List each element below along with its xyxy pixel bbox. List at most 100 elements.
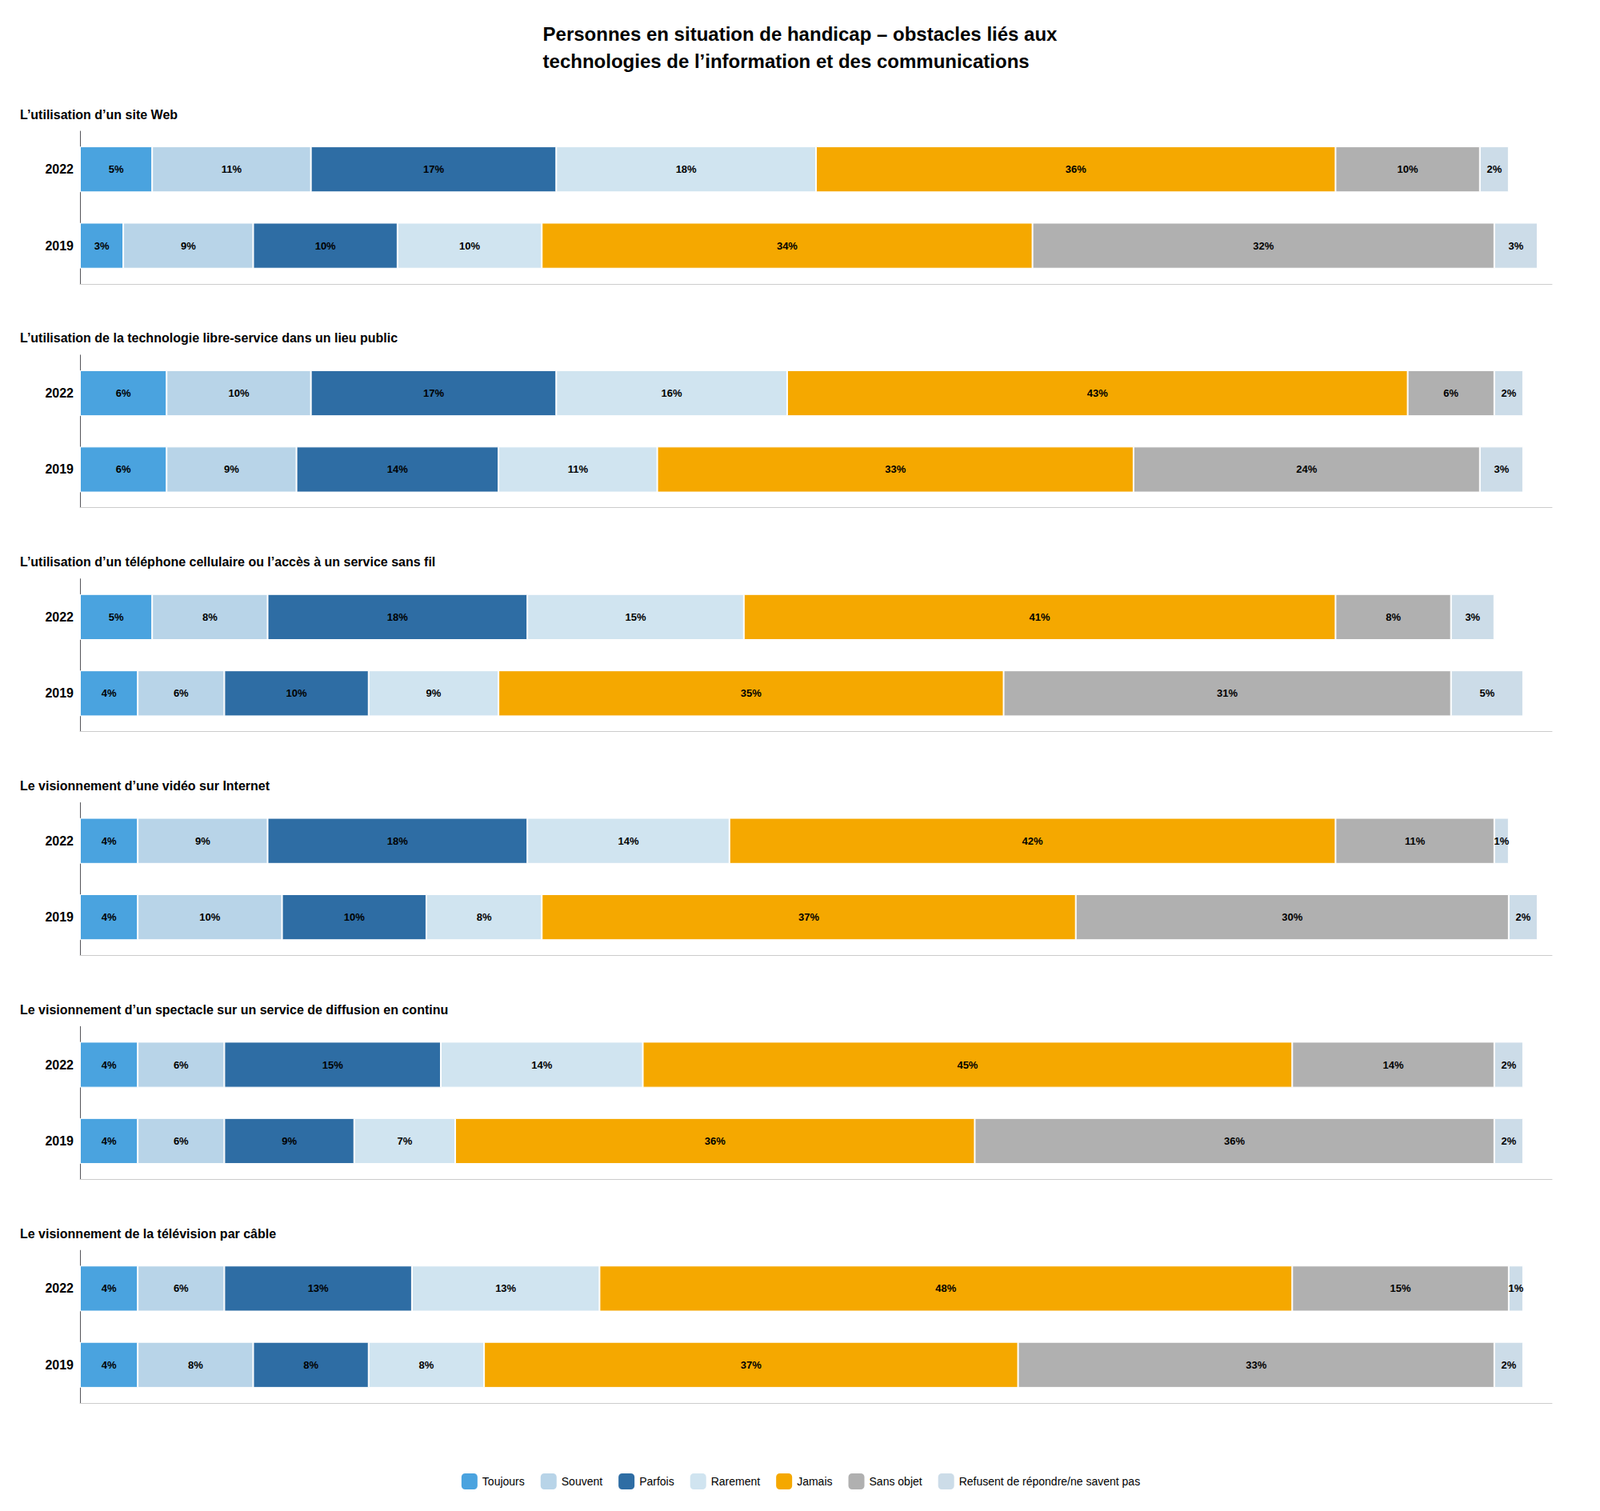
svg-text:33%: 33% — [884, 463, 906, 476]
svg-text:4%: 4% — [101, 1059, 117, 1072]
svg-text:2022: 2022 — [44, 834, 74, 848]
svg-text:3%: 3% — [1464, 611, 1480, 624]
svg-text:6%: 6% — [173, 687, 189, 700]
svg-text:10%: 10% — [315, 240, 336, 252]
svg-text:10%: 10% — [1397, 163, 1419, 176]
svg-text:14%: 14% — [1383, 1059, 1404, 1072]
svg-text:4%: 4% — [101, 687, 117, 700]
svg-text:36%: 36% — [704, 1135, 726, 1148]
svg-text:8%: 8% — [303, 1359, 319, 1372]
svg-text:8%: 8% — [419, 1359, 435, 1372]
svg-text:18%: 18% — [387, 835, 408, 848]
svg-text:4%: 4% — [101, 1135, 117, 1148]
svg-text:L’utilisation d’un téléphone c: L’utilisation d’un téléphone cellulaire … — [20, 555, 436, 569]
svg-text:11%: 11% — [1404, 835, 1426, 848]
svg-text:6%: 6% — [173, 1135, 189, 1148]
svg-text:2019: 2019 — [44, 1358, 74, 1372]
svg-text:8%: 8% — [476, 911, 492, 924]
svg-text:13%: 13% — [308, 1282, 329, 1295]
svg-text:30%: 30% — [1281, 911, 1303, 924]
svg-text:2019: 2019 — [44, 1134, 74, 1148]
svg-text:45%: 45% — [956, 1059, 978, 1072]
svg-text:37%: 37% — [798, 911, 820, 924]
svg-text:9%: 9% — [180, 240, 196, 252]
svg-text:Le visionnement d’une vidéo su: Le visionnement d’une vidéo sur Internet — [20, 779, 271, 793]
svg-text:2019: 2019 — [44, 686, 74, 700]
svg-text:Toujours: Toujours — [482, 1475, 525, 1488]
svg-text:14%: 14% — [531, 1059, 552, 1072]
svg-text:Le visionnement d’un spectacle: Le visionnement d’un spectacle sur un se… — [20, 1003, 448, 1017]
svg-text:6%: 6% — [116, 387, 132, 400]
svg-text:3%: 3% — [1508, 240, 1524, 252]
svg-text:10%: 10% — [199, 911, 220, 924]
svg-text:2019: 2019 — [44, 239, 74, 253]
svg-text:Refusent de répondre/ne savent: Refusent de répondre/ne savent pas — [959, 1475, 1141, 1488]
svg-text:15%: 15% — [322, 1059, 344, 1072]
svg-text:10%: 10% — [228, 387, 249, 400]
svg-text:4%: 4% — [101, 1282, 117, 1295]
svg-text:2%: 2% — [1486, 163, 1502, 176]
svg-text:15%: 15% — [1390, 1282, 1412, 1295]
svg-text:1%: 1% — [1508, 1282, 1524, 1295]
svg-text:32%: 32% — [1252, 240, 1274, 252]
svg-text:3%: 3% — [94, 240, 110, 252]
svg-text:5%: 5% — [1479, 687, 1495, 700]
svg-text:3%: 3% — [1493, 463, 1509, 476]
svg-text:35%: 35% — [740, 687, 762, 700]
svg-text:2022: 2022 — [44, 162, 74, 176]
svg-text:4%: 4% — [101, 1359, 117, 1372]
svg-text:4%: 4% — [101, 911, 117, 924]
svg-text:7%: 7% — [396, 1135, 412, 1148]
svg-text:15%: 15% — [624, 611, 646, 624]
svg-text:4%: 4% — [101, 835, 117, 848]
svg-text:2%: 2% — [1500, 1359, 1516, 1372]
svg-text:31%: 31% — [1216, 687, 1238, 700]
svg-text:9%: 9% — [281, 1135, 297, 1148]
svg-text:36%: 36% — [1224, 1135, 1245, 1148]
svg-text:41%: 41% — [1029, 611, 1051, 624]
svg-text:6%: 6% — [173, 1282, 189, 1295]
svg-text:8%: 8% — [202, 611, 218, 624]
svg-text:Rarement: Rarement — [711, 1475, 761, 1488]
svg-text:Personnes en situation de hand: Personnes en situation de handicap – obs… — [543, 23, 1059, 45]
svg-text:33%: 33% — [1245, 1359, 1267, 1372]
svg-text:5%: 5% — [108, 611, 124, 624]
svg-text:Parfois: Parfois — [639, 1475, 675, 1488]
svg-text:2%: 2% — [1500, 387, 1516, 400]
svg-text:Jamais: Jamais — [796, 1475, 832, 1488]
svg-text:17%: 17% — [423, 163, 444, 176]
svg-text:9%: 9% — [224, 463, 240, 476]
svg-text:10%: 10% — [344, 911, 365, 924]
svg-text:48%: 48% — [935, 1282, 956, 1295]
svg-text:17%: 17% — [423, 387, 444, 400]
svg-text:11%: 11% — [568, 463, 589, 476]
svg-text:2019: 2019 — [44, 462, 74, 476]
svg-text:14%: 14% — [387, 463, 408, 476]
svg-text:37%: 37% — [740, 1359, 762, 1372]
svg-text:18%: 18% — [387, 611, 408, 624]
svg-text:43%: 43% — [1087, 387, 1108, 400]
svg-text:11%: 11% — [221, 163, 243, 176]
svg-text:2022: 2022 — [44, 1281, 74, 1296]
svg-text:L’utilisation de la technologi: L’utilisation de la technologie libre-se… — [20, 331, 398, 345]
svg-text:2019: 2019 — [44, 910, 74, 924]
svg-text:6%: 6% — [1443, 387, 1459, 400]
svg-text:24%: 24% — [1296, 463, 1317, 476]
svg-text:6%: 6% — [116, 463, 132, 476]
svg-text:technologies de l’information: technologies de l’information et des com… — [543, 50, 1030, 72]
svg-text:8%: 8% — [1385, 611, 1401, 624]
svg-text:Le visionnement de la télévisi: Le visionnement de la télévision par câb… — [20, 1227, 276, 1241]
svg-text:34%: 34% — [776, 240, 798, 252]
svg-text:13%: 13% — [495, 1282, 516, 1295]
svg-text:2%: 2% — [1500, 1059, 1516, 1072]
svg-text:8%: 8% — [188, 1359, 204, 1372]
svg-text:Sans objet: Sans objet — [869, 1475, 923, 1488]
svg-text:Souvent: Souvent — [561, 1475, 603, 1488]
svg-text:36%: 36% — [1065, 163, 1087, 176]
svg-text:5%: 5% — [108, 163, 124, 176]
svg-text:42%: 42% — [1022, 835, 1044, 848]
svg-text:18%: 18% — [676, 163, 697, 176]
svg-text:2%: 2% — [1516, 911, 1532, 924]
svg-text:6%: 6% — [173, 1059, 189, 1072]
svg-text:L’utilisation d’un site Web: L’utilisation d’un site Web — [20, 108, 178, 122]
